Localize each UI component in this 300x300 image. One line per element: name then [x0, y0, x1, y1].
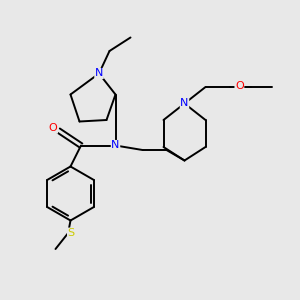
Text: N: N — [95, 68, 103, 79]
Text: O: O — [49, 123, 58, 133]
Text: N: N — [111, 140, 120, 151]
Text: S: S — [68, 228, 75, 238]
Text: O: O — [235, 80, 244, 91]
Text: N: N — [180, 98, 189, 109]
